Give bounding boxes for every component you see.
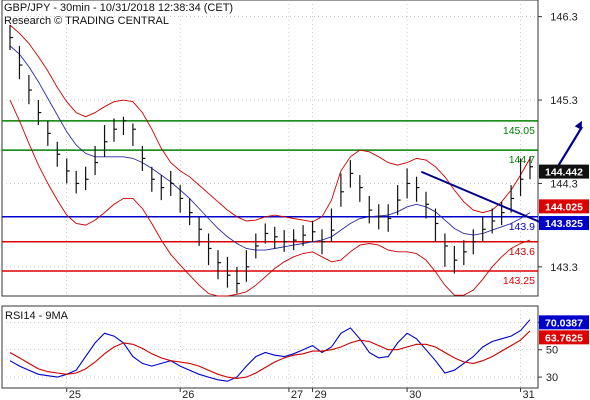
moving-average-line: [9, 45, 531, 251]
level-label: 145.05: [503, 125, 535, 137]
rsi-marker-box: [539, 315, 589, 330]
bollinger-upper-line: [9, 24, 531, 223]
bollinger-lower-line: [9, 99, 531, 297]
price-marker-label: 144.442: [545, 167, 583, 179]
rsi-tick-label: 50: [546, 345, 558, 357]
level-label: 143.9: [509, 221, 535, 233]
time-tick-label: 30: [409, 389, 421, 400]
price-marker-box: [539, 216, 589, 231]
time-tick-label: 26: [182, 389, 194, 400]
rsi-panel-title: RSI14 - 9MA: [5, 310, 69, 322]
time-tick-label: 27: [291, 389, 303, 400]
rsi-line: [9, 319, 531, 382]
price-tick-label: 144.3: [550, 178, 578, 190]
price-marker-box: [539, 164, 589, 179]
time-tick-label: 31: [523, 389, 535, 400]
target-arrow-head: [574, 120, 582, 130]
price-marker-label: 144.025: [545, 201, 583, 213]
level-label: 143.6: [509, 246, 535, 258]
price-tick-label: 145.3: [550, 95, 578, 107]
price-tick-label: 143.3: [550, 262, 578, 274]
rsi-tick-label: 30: [546, 372, 558, 384]
time-tick-label: 29: [315, 389, 327, 400]
rsi-ma-line: [9, 330, 531, 379]
chart-subtitle: Research © TRADING CENTRAL: [4, 15, 169, 27]
rsi-marker-box: [539, 330, 589, 345]
rsi-marker-label: 70.0387: [545, 317, 583, 329]
time-tick-label: 25: [69, 389, 81, 400]
level-label: 144.7: [509, 154, 535, 166]
level-label: 143.25: [503, 275, 535, 287]
price-marker-box: [539, 199, 589, 214]
price-marker-label: 143.825: [545, 218, 583, 230]
price-panel-frame: [1, 0, 539, 297]
price-tick-label: 146.3: [550, 12, 578, 24]
chart-title: GBP/JPY - 30min - 10/31/2018 12:38:34 (C…: [4, 2, 234, 14]
rsi-marker-label: 63.7625: [545, 332, 583, 344]
trend-line: [420, 170, 540, 223]
rsi-panel-frame: [1, 305, 539, 389]
